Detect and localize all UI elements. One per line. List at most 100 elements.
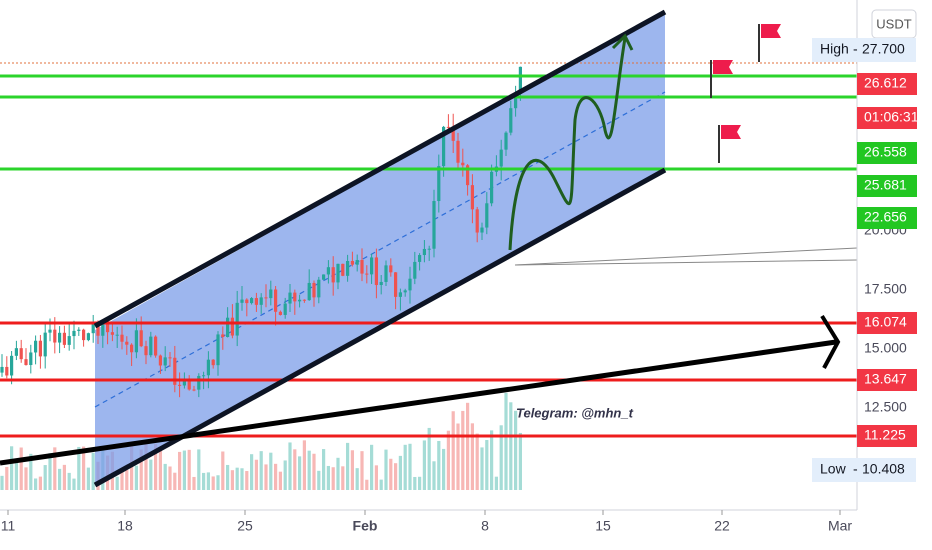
volume-bar (91, 452, 95, 490)
volume-bar (149, 459, 153, 490)
volume-bar (250, 454, 254, 490)
volume-bar (182, 450, 186, 490)
currency[interactable]: USDT (876, 16, 911, 31)
candle (206, 359, 210, 376)
volume-bar (235, 467, 239, 490)
candle (355, 259, 359, 265)
candle (106, 321, 110, 333)
candle (0, 366, 4, 373)
flag (721, 125, 741, 139)
volume-bar (427, 427, 431, 490)
volume-bar (422, 440, 426, 490)
volume-bar (504, 392, 508, 490)
date-label: 8 (481, 518, 489, 534)
candle (96, 321, 100, 336)
volume-bar (230, 470, 234, 490)
price-tag-text: 13.647 (864, 371, 907, 387)
volume-bar (125, 469, 129, 490)
volume-bar (197, 449, 201, 490)
price-tag (857, 107, 917, 129)
projection-head (611, 33, 634, 51)
candle (293, 292, 297, 302)
volume-bar (312, 453, 316, 490)
volume-bar (408, 443, 412, 490)
low-dash: - (853, 461, 858, 477)
candle (269, 289, 273, 299)
volume-bar (293, 449, 297, 490)
arrow-head (820, 314, 841, 369)
volume-bar (226, 464, 230, 490)
volume-bar (67, 472, 71, 490)
date-label: 15 (595, 518, 611, 534)
candle (413, 261, 417, 279)
candle (451, 127, 455, 141)
candle (29, 352, 33, 366)
volume-bar (24, 467, 28, 490)
volume-bar (413, 476, 417, 490)
volume-bar (418, 476, 422, 490)
volume-bar (398, 455, 402, 490)
volume-bar (120, 468, 124, 490)
price-tag-text: 01:06:31 (864, 109, 919, 125)
volume-bar (298, 456, 302, 490)
candle (509, 108, 513, 133)
channel-mid (94, 91, 666, 408)
candle (245, 299, 249, 304)
date-label: Mar (828, 518, 852, 534)
price-label: 15.000 (864, 340, 907, 356)
volume-bar (139, 449, 143, 490)
volume-bar (154, 443, 158, 490)
volume-bar (307, 450, 311, 490)
candle (278, 311, 282, 315)
candle (317, 279, 321, 298)
candle (202, 375, 206, 377)
candle (518, 66, 522, 94)
price-tag-text: 16.074 (864, 314, 907, 330)
channel-bottom (93, 167, 667, 488)
candle (67, 336, 71, 345)
volume-bar (360, 451, 364, 490)
date-label: 18 (117, 518, 133, 534)
volume-bar (466, 402, 470, 490)
volume-bar (62, 464, 66, 490)
volume-bar (240, 468, 244, 490)
candle (432, 201, 436, 249)
volume-bar (53, 447, 57, 490)
candle (53, 329, 57, 343)
candle (326, 267, 330, 275)
low-label: Low (820, 461, 847, 477)
volume-bar (302, 440, 306, 490)
volume-bar (370, 444, 374, 490)
volume-bar (10, 446, 14, 490)
candle (43, 332, 47, 357)
candle (14, 348, 18, 356)
candle (504, 132, 508, 150)
candle (77, 329, 81, 331)
volume-bar (221, 451, 225, 490)
candle (360, 259, 364, 274)
candle (211, 359, 215, 366)
candle (240, 299, 244, 303)
candle (221, 334, 225, 338)
high-value: 27.700 (862, 41, 905, 57)
volume-bar (72, 478, 76, 490)
candles (0, 66, 522, 398)
candle (58, 332, 62, 343)
volume-bar (168, 466, 172, 490)
volume-bar (245, 471, 249, 490)
volume-bar (374, 465, 378, 490)
volume-bar (442, 448, 446, 490)
volume-bar (29, 453, 33, 490)
volume-bar (14, 461, 18, 490)
candle (446, 126, 450, 128)
date-label: 22 (714, 518, 730, 534)
candle (38, 340, 42, 357)
candle (163, 357, 167, 366)
high-box (812, 38, 916, 62)
candle (336, 263, 340, 283)
candle (120, 334, 124, 342)
volume-bar (283, 460, 287, 490)
flag (713, 60, 733, 74)
volume-bar (322, 449, 326, 490)
